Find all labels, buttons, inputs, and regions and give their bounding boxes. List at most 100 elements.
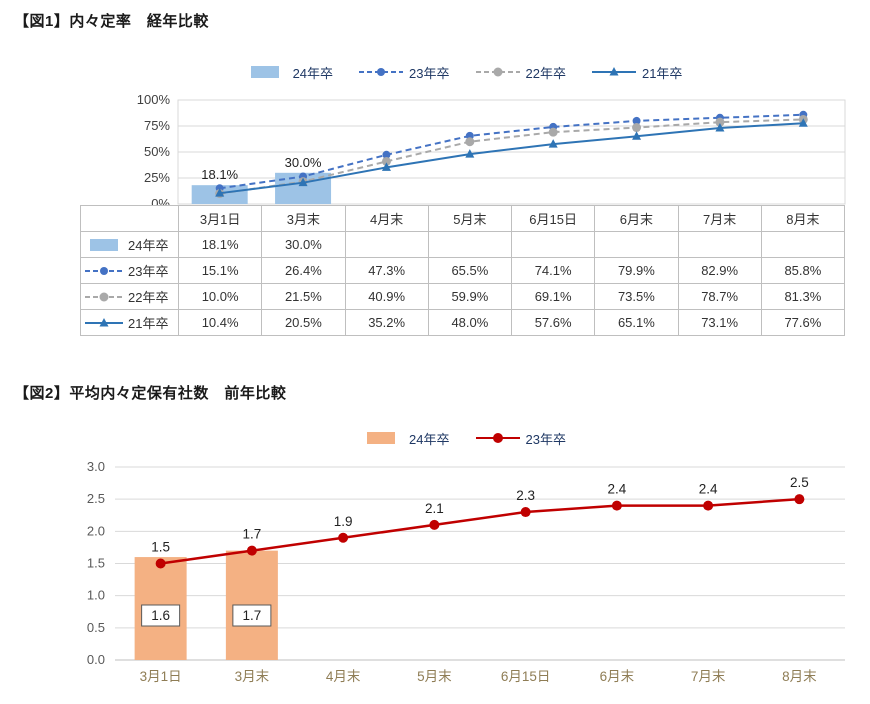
table-value-cell: 73.5%	[594, 283, 679, 310]
fig1-plot-area: 0% 25% 50% 75% 100% 18.1% 30.0%	[0, 93, 870, 205]
fig1-marker	[548, 139, 558, 148]
fig1-marker	[381, 162, 391, 171]
table-value-cell: 65.1%	[594, 309, 679, 336]
table-value-cell	[677, 231, 762, 258]
row-key-label: 23年卒	[128, 264, 169, 279]
table-header-cell: 3月1日	[177, 205, 263, 232]
legend-label: 24年卒	[292, 65, 334, 81]
row-key: 24年卒	[82, 235, 178, 254]
table-value-cell: 35.2%	[344, 309, 429, 336]
table-value-cell	[760, 231, 846, 258]
table-value-cell: 15.1%	[177, 257, 263, 284]
fig2-marker	[429, 519, 440, 530]
table-value-cell: 48.0%	[427, 309, 513, 336]
fig1-marker	[298, 177, 308, 187]
legend-item: 24年卒	[359, 429, 450, 448]
marker-sample	[492, 433, 503, 443]
fig1-marker	[632, 116, 641, 125]
fig2-chart-svg: 0.0 0.5 1.0 1.5 2.0 2.5 3.0 3月1日 3月末 4月末 5月末 6月15日 6…	[87, 459, 845, 684]
marker-sample	[609, 67, 619, 76]
fig1-table: 3月1日 3月末 4月末 5月末 6月15日 6月末 7月末 8月末 24年卒 18.1% 30.0…	[80, 205, 846, 336]
table-value-cell: 10.0%	[177, 283, 263, 310]
line-marker-icon	[475, 433, 520, 443]
fig2-title: 【図2】平均内々定保有社数 前年比較	[14, 385, 287, 402]
fig2-marker	[794, 494, 805, 505]
legend-item: 24年卒	[243, 63, 333, 82]
fig2-line	[160, 497, 800, 565]
fig1-marker	[465, 149, 475, 158]
bar-swatch-icon	[367, 432, 396, 444]
x-tick-label: 7月末	[691, 669, 726, 684]
table-value-cell: 20.5%	[261, 309, 346, 336]
table-header-cell: 7月末	[677, 205, 762, 232]
table-value-cell: 81.3%	[760, 283, 846, 310]
fig1-line	[219, 118, 804, 195]
point-label: 2.4	[699, 482, 718, 497]
table-row: 22年卒 10.0% 21.5% 40.9% 59.9% 69.1% 73.5% 78.7% 8…	[80, 283, 846, 310]
point-label: 1.7	[242, 527, 261, 542]
table-header-cell: 6月末	[594, 205, 679, 232]
table-value-cell	[427, 231, 513, 258]
fig1-title: 【図1】内々定率 経年比較	[14, 13, 209, 30]
marker-sample	[493, 67, 502, 77]
plot-border	[177, 99, 846, 205]
legend-label: 21年卒	[641, 65, 683, 81]
table-header-cell: 6月15日	[510, 205, 596, 232]
figure1: 【図1】内々定率 経年比較 24年卒 23年卒 22年卒 21年卒 0% 25% 50% 7…	[0, 0, 870, 336]
legend-label: 24年卒	[409, 431, 450, 447]
legend-label: 23年卒	[525, 431, 566, 447]
legend-label: 22年卒	[525, 65, 566, 81]
fig2-marker	[338, 532, 349, 543]
table-value-cell	[344, 231, 429, 258]
row-key-label: 22年卒	[128, 290, 169, 305]
y-tick-label: 1.5	[87, 556, 105, 571]
table-value-cell: 79.9%	[594, 257, 679, 284]
table-value-cell: 77.6%	[760, 309, 846, 336]
table-header-cell: 8月末	[760, 205, 846, 232]
fig2-plot-area: 0.0 0.5 1.0 1.5 2.0 2.5 3.0 3月1日 3月末 4月末 5月末 6月15日 6…	[0, 455, 870, 689]
point-label: 2.3	[516, 488, 535, 503]
x-tick-label: 3月末	[235, 669, 270, 684]
legend-item: 23年卒	[359, 63, 450, 82]
bar-value-label: 1.7	[242, 608, 261, 623]
table-corner-cell	[80, 205, 179, 232]
table-value-cell: 73.1%	[677, 309, 762, 336]
table-header-cell: 3月末	[261, 205, 346, 232]
point-label: 1.5	[151, 540, 170, 555]
marker-sample	[99, 317, 109, 326]
bar-value-label: 1.6	[151, 608, 170, 623]
row-key: 22年卒	[82, 287, 178, 306]
table-value-cell: 78.7%	[677, 283, 762, 310]
legend-item: 21年卒	[591, 63, 683, 82]
x-tick-label: 6月15日	[501, 669, 551, 684]
row-key: 21年卒	[82, 313, 178, 332]
table-header-cell: 5月末	[427, 205, 513, 232]
legend-item: 23年卒	[475, 429, 566, 448]
table-value-cell: 85.8%	[760, 257, 846, 284]
table-value-cell: 65.5%	[427, 257, 513, 284]
table-value-cell: 40.9%	[344, 283, 429, 310]
row-key-label: 21年卒	[128, 316, 169, 331]
table-value-cell: 74.1%	[510, 257, 596, 284]
y-tick-label: 2.5	[87, 491, 105, 506]
page: 【図1】内々定率 経年比較 24年卒 23年卒 22年卒 21年卒 0% 25% 50% 7…	[0, 0, 870, 689]
marker-sample	[100, 266, 108, 275]
table-row: 24年卒 18.1% 30.0%	[80, 231, 846, 258]
table-header-cell: 4月末	[344, 205, 429, 232]
table-rowkey-cell: 23年卒	[80, 257, 179, 284]
point-label: 2.5	[790, 475, 809, 490]
fig1-legend: 24年卒 23年卒 22年卒 21年卒	[80, 61, 845, 83]
fig2-legend: 24年卒 23年卒	[80, 427, 845, 449]
table-value-cell: 47.3%	[344, 257, 429, 284]
legend-item: 22年卒	[475, 63, 566, 82]
fig1-marker	[215, 188, 225, 197]
marker-sample	[377, 68, 386, 76]
point-label: 2.1	[425, 501, 444, 516]
y-tick-label: 1.0	[87, 588, 105, 603]
y-tick-label: 0.5	[87, 620, 105, 635]
bar-label-box	[232, 604, 272, 627]
fig1-marker	[798, 118, 808, 127]
x-tick-label: 3月1日	[140, 669, 182, 684]
fig2-marker	[611, 500, 622, 511]
table-value-cell: 69.1%	[510, 283, 596, 310]
